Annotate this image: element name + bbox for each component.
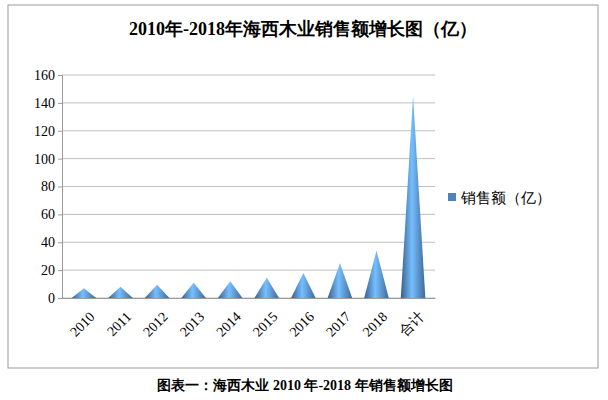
bar [401,96,426,298]
bar [328,263,353,298]
caption: 图表一：海西木业 2010 年-2018 年销售额增长图 [157,377,452,393]
bar [218,281,243,298]
bars [72,96,426,298]
x-axis-line [63,298,436,299]
grid-line [62,242,435,243]
x-tick: 2014 [214,309,244,339]
x-tick: 2013 [177,309,207,339]
chart-svg: 2010年-2018年海西木业销售额增长图（亿） 0 20 40 60 80 100 120 1… [0,0,608,400]
y-tick: 40 [41,235,62,250]
x-tick-label: 2014 [214,309,244,339]
y-tick: 160 [34,68,62,83]
x-tick: 2012 [140,309,170,339]
y-axis: 0 20 40 60 80 100 120 140 160 [34,68,63,306]
bar [181,283,206,298]
y-tick: 140 [34,96,62,111]
x-tick-label: 2011 [104,309,134,339]
x-tick-label: 2017 [323,309,353,339]
x-tick: 2015 [250,309,280,339]
bar [145,285,170,298]
grid-line [62,130,435,131]
y-tick-mark [58,103,62,104]
x-tick-label: 合计 [396,309,426,339]
bar [254,278,279,298]
x-tick-label: 2010 [67,309,97,339]
legend-label: 销售额（亿） [460,190,551,206]
x-tick: 2016 [287,309,317,339]
x-tick: 合计 [396,309,426,339]
grid-line [62,75,435,76]
x-axis: 201020112012201320142015201620172018合计 [63,299,436,340]
grid [62,75,435,298]
y-tick-mark [58,298,62,299]
grid-line [62,158,435,159]
x-tick-label: 2016 [287,309,317,339]
bar [291,273,316,298]
y-tick-label: 20 [41,263,55,278]
grid-line [62,186,435,187]
grid-line [62,102,435,103]
y-tick-mark [58,75,62,76]
x-tick: 2010 [67,309,97,339]
x-tick-label: 2012 [140,309,170,339]
y-tick-mark [58,242,62,243]
y-tick-label: 160 [34,68,55,83]
x-tick: 2011 [104,309,134,339]
chart-title: 2010年-2018年海西木业销售额增长图（亿） [129,19,477,39]
y-tick-mark [58,131,62,132]
y-tick: 20 [41,263,62,278]
y-tick: 60 [41,207,62,222]
y-tick-mark [58,159,62,160]
chart-frame [8,5,598,368]
y-tick-label: 60 [41,207,55,222]
bar [72,288,97,298]
y-tick-mark [58,270,62,271]
y-tick-mark [58,187,62,188]
x-tick: 2018 [360,309,390,339]
bar [108,287,133,298]
x-tick: 2017 [323,309,353,339]
y-tick: 80 [41,179,62,194]
y-tick-label: 0 [48,291,55,306]
y-tick: 100 [34,152,62,167]
y-tick-label: 80 [41,179,55,194]
legend: 销售额（亿） [448,190,551,206]
x-tick-label: 2018 [360,309,390,339]
y-axis-line [58,76,63,299]
legend-swatch [448,193,456,201]
y-tick: 120 [34,124,62,139]
y-tick-label: 100 [34,152,55,167]
y-tick: 0 [48,291,62,306]
legend-item: 销售额（亿） [448,190,551,206]
bar [364,251,389,298]
grid-line [62,214,435,215]
y-tick-label: 140 [34,96,55,111]
y-tick-label: 40 [41,235,55,250]
x-tick-label: 2013 [177,309,207,339]
y-tick-label: 120 [34,124,55,139]
x-tick-label: 2015 [250,309,280,339]
y-tick-mark [58,214,62,215]
